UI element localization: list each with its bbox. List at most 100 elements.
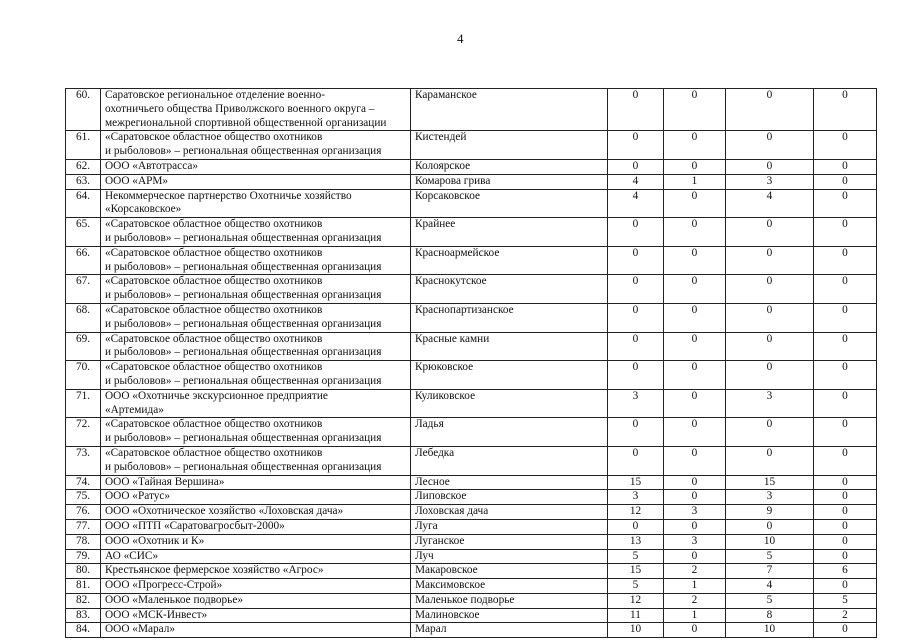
value-cell-2: 0 (663, 158, 726, 175)
value-cell-1: 0 (607, 217, 664, 247)
value-cell-3: 3 (725, 173, 814, 190)
value-cell-2: 0 (663, 188, 726, 219)
value-cell-1: 5 (607, 578, 664, 594)
table-row: 78. ООО «Охотник и К» Луганское 13 3 10 0 (65, 533, 877, 550)
value-cell-1: 13 (607, 533, 664, 550)
hunting-grounds-table: 60. Саратовское региональное отделение во… (65, 87, 877, 639)
value-cell-1: 0 (607, 331, 664, 362)
value-cell-1: 3 (607, 388, 664, 419)
value-cell-4: 0 (813, 578, 877, 594)
value-cell-4: 0 (813, 217, 877, 247)
table-row: 81. ООО «Прогресс-Строй» Максимовское 5 1 4 0 (65, 578, 877, 594)
hunting-ground-cell: Луч (410, 548, 608, 565)
value-cell-2: 0 (663, 360, 726, 390)
hunting-ground-cell: Кистендей (410, 130, 608, 160)
value-cell-1: 0 (607, 417, 664, 447)
hunting-ground-cell: Краснокутское (410, 274, 608, 304)
organization-cell: ООО «Прогресс-Строй» (100, 578, 411, 594)
value-cell-3: 0 (725, 130, 814, 160)
table-row: 84. ООО «Марал» Марал 10 0 10 0 (65, 622, 877, 639)
value-cell-2: 1 (663, 578, 726, 594)
row-number: 65. (65, 217, 101, 247)
row-number: 76. (65, 504, 101, 520)
hunting-ground-cell: Лесное (410, 474, 608, 491)
value-cell-3: 0 (725, 331, 814, 362)
value-cell-1: 4 (607, 173, 664, 190)
organization-cell: ООО «Охотник и К» (100, 533, 411, 550)
value-cell-2: 0 (663, 388, 726, 419)
organization-cell: ООО «Охотническое хозяйство «Лоховская д… (100, 504, 411, 520)
value-cell-2: 0 (663, 302, 726, 333)
value-cell-2: 3 (663, 533, 726, 550)
organization-cell: «Саратовское областное общество охотнико… (100, 217, 411, 247)
value-cell-4: 0 (813, 274, 877, 304)
value-cell-1: 12 (607, 592, 664, 609)
value-cell-4: 0 (813, 474, 877, 491)
table-row: 71. ООО «Охотничье экскурсионное предприя… (65, 388, 877, 419)
value-cell-1: 15 (607, 563, 664, 580)
value-cell-2: 0 (663, 548, 726, 565)
hunting-ground-cell: Красные камни (410, 331, 608, 362)
value-cell-3: 4 (725, 188, 814, 219)
value-cell-1: 4 (607, 188, 664, 219)
hunting-ground-cell: Лоховская дача (410, 504, 608, 520)
table-row: 68. «Саратовское областное общество охотн… (65, 302, 877, 333)
row-number: 78. (65, 533, 101, 550)
value-cell-3: 8 (725, 607, 814, 624)
value-cell-3: 0 (725, 417, 814, 447)
hunting-ground-cell: Куликовское (410, 388, 608, 419)
hunting-ground-cell: Максимовское (410, 578, 608, 594)
value-cell-1: 0 (607, 518, 664, 535)
table-row: 67. «Саратовское областное общество охотн… (65, 274, 877, 304)
value-cell-2: 1 (663, 607, 726, 624)
value-cell-4: 0 (813, 245, 877, 276)
hunting-ground-cell: Луганское (410, 533, 608, 550)
table-row: 60. Саратовское региональное отделение во… (65, 87, 877, 132)
organization-cell: «Саратовское областное общество охотнико… (100, 445, 411, 476)
value-cell-3: 3 (725, 489, 814, 506)
table-row: 70. «Саратовское областное общество охотн… (65, 360, 877, 390)
value-cell-3: 10 (725, 533, 814, 550)
value-cell-3: 5 (725, 592, 814, 609)
value-cell-3: 0 (725, 360, 814, 390)
table-row: 63. ООО «АРМ» Комарова грива 4 1 3 0 (65, 173, 877, 190)
value-cell-3: 0 (725, 274, 814, 304)
value-cell-4: 6 (813, 563, 877, 580)
hunting-ground-cell: Колоярское (410, 158, 608, 175)
value-cell-2: 0 (663, 417, 726, 447)
table-row: 65. «Саратовское областное общество охотн… (65, 217, 877, 247)
value-cell-1: 0 (607, 130, 664, 160)
value-cell-3: 0 (725, 245, 814, 276)
table-row: 66. «Саратовское областное общество охотн… (65, 245, 877, 276)
organization-cell: «Саратовское областное общество охотнико… (100, 331, 411, 362)
value-cell-2: 0 (663, 331, 726, 362)
row-number: 68. (65, 302, 101, 333)
organization-cell: «Саратовское областное общество охотнико… (100, 302, 411, 333)
hunting-ground-cell: Крюковское (410, 360, 608, 390)
organization-cell: «Саратовское областное общество охотнико… (100, 130, 411, 160)
table-row: 80. Крестьянское фермерское хозяйство «Аг… (65, 563, 877, 580)
value-cell-3: 0 (725, 445, 814, 476)
hunting-ground-cell: Крайнее (410, 217, 608, 247)
value-cell-4: 0 (813, 302, 877, 333)
row-number: 74. (65, 474, 101, 491)
table-row: 61. «Саратовское областное общество охотн… (65, 130, 877, 160)
row-number: 73. (65, 445, 101, 476)
table-row: 73. «Саратовское областное общество охотн… (65, 445, 877, 476)
organization-cell: Некоммерческое партнерство Охотничье хоз… (100, 188, 411, 219)
organization-cell: ООО «Автотрасса» (100, 158, 411, 175)
row-number: 67. (65, 274, 101, 304)
hunting-ground-cell: Комарова грива (410, 173, 608, 190)
value-cell-1: 3 (607, 489, 664, 506)
value-cell-2: 0 (663, 445, 726, 476)
value-cell-1: 0 (607, 274, 664, 304)
value-cell-1: 15 (607, 474, 664, 491)
row-number: 70. (65, 360, 101, 390)
organization-cell: АО «СИС» (100, 548, 411, 565)
hunting-ground-cell: Ладья (410, 417, 608, 447)
hunting-ground-cell: Маленькое подворье (410, 592, 608, 609)
hunting-ground-cell: Липовское (410, 489, 608, 506)
value-cell-4: 0 (813, 130, 877, 160)
value-cell-2: 0 (663, 217, 726, 247)
row-number: 79. (65, 548, 101, 565)
